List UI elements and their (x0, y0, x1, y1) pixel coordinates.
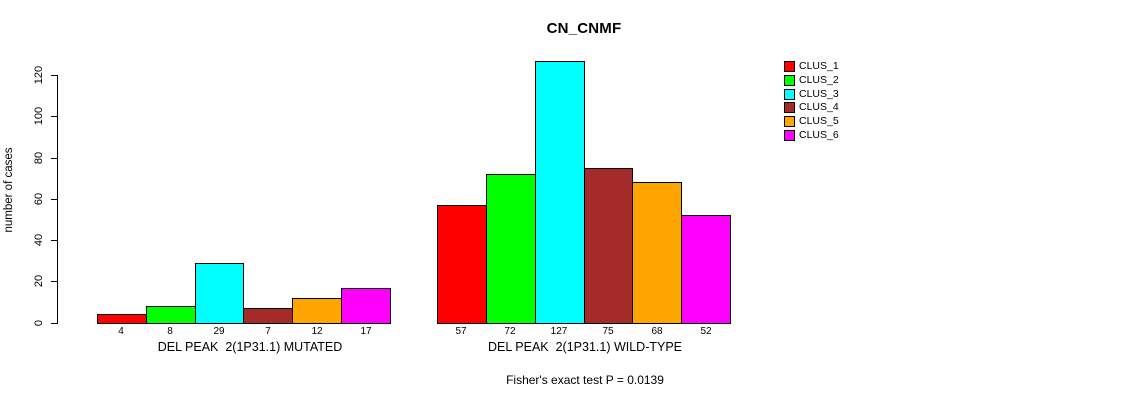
bar-value-label: 8 (167, 326, 173, 337)
y-axis-tick (51, 323, 57, 324)
legend-swatch-clus_1 (784, 61, 795, 72)
y-axis-tick-label: 100 (32, 106, 45, 126)
y-axis-tick (51, 281, 57, 282)
y-axis-tick (51, 75, 57, 76)
bar-g1-clus2 (486, 174, 536, 324)
bar-value-label: 68 (651, 326, 663, 337)
bar-value-label: 127 (550, 326, 568, 337)
bar-g1-clus1 (437, 205, 487, 324)
legend-label: CLUS_3 (799, 88, 839, 100)
chart-title: CN_CNMF (546, 20, 622, 37)
bar-g1-clus5 (632, 182, 682, 324)
legend-label: CLUS_4 (799, 101, 839, 113)
x-group-label-wildtype: DEL PEAK 2(1P31.1) WILD-TYPE (487, 340, 683, 354)
legend-swatch-clus_6 (784, 130, 795, 141)
y-axis-tick-label: 40 (32, 233, 45, 247)
bar-value-label: 17 (360, 326, 372, 337)
legend-label: CLUS_1 (799, 60, 839, 72)
y-axis-tick (51, 158, 57, 159)
bar-value-label: 7 (265, 326, 271, 337)
bar-value-label: 57 (455, 326, 467, 337)
bar-value-label: 12 (311, 326, 323, 337)
bar-g0-clus2 (146, 306, 196, 324)
legend-swatch-clus_4 (784, 102, 795, 113)
bar-value-label: 4 (118, 326, 124, 337)
y-axis-line (57, 75, 58, 324)
x-group-label-mutated: DEL PEAK 2(1P31.1) MUTATED (157, 340, 343, 354)
y-axis-tick (51, 240, 57, 241)
bar-value-label: 52 (700, 326, 712, 337)
bar-g1-clus4 (584, 168, 633, 324)
y-axis-tick-label: 80 (32, 151, 45, 165)
bar-g0-clus1 (97, 314, 147, 324)
y-axis-tick-label: 20 (32, 274, 45, 288)
fisher-test-annotation: Fisher's exact test P = 0.0139 (506, 373, 664, 387)
legend-label: CLUS_6 (799, 129, 839, 141)
legend-swatch-clus_3 (784, 89, 795, 100)
y-axis-tick (51, 116, 57, 117)
legend-swatch-clus_2 (784, 75, 795, 86)
legend-label: CLUS_5 (799, 115, 839, 127)
bar-g0-clus4 (243, 308, 293, 324)
bar-g1-clus3 (535, 61, 585, 324)
y-axis-tick-label: 120 (32, 65, 45, 85)
legend-label: CLUS_2 (799, 74, 839, 86)
bar-value-label: 29 (213, 326, 225, 337)
y-axis-tick (51, 199, 57, 200)
y-axis-tick-label: 60 (32, 192, 45, 206)
bar-value-label: 75 (602, 326, 614, 337)
legend-swatch-clus_5 (784, 116, 795, 127)
y-axis-label: number of cases (3, 147, 15, 233)
bar-g1-clus6 (681, 215, 731, 324)
bar-g0-clus6 (341, 288, 391, 324)
bar-value-label: 72 (504, 326, 516, 337)
bar-g0-clus5 (292, 298, 342, 324)
y-axis-tick-label: 0 (32, 319, 45, 327)
bar-g0-clus3 (195, 263, 244, 324)
